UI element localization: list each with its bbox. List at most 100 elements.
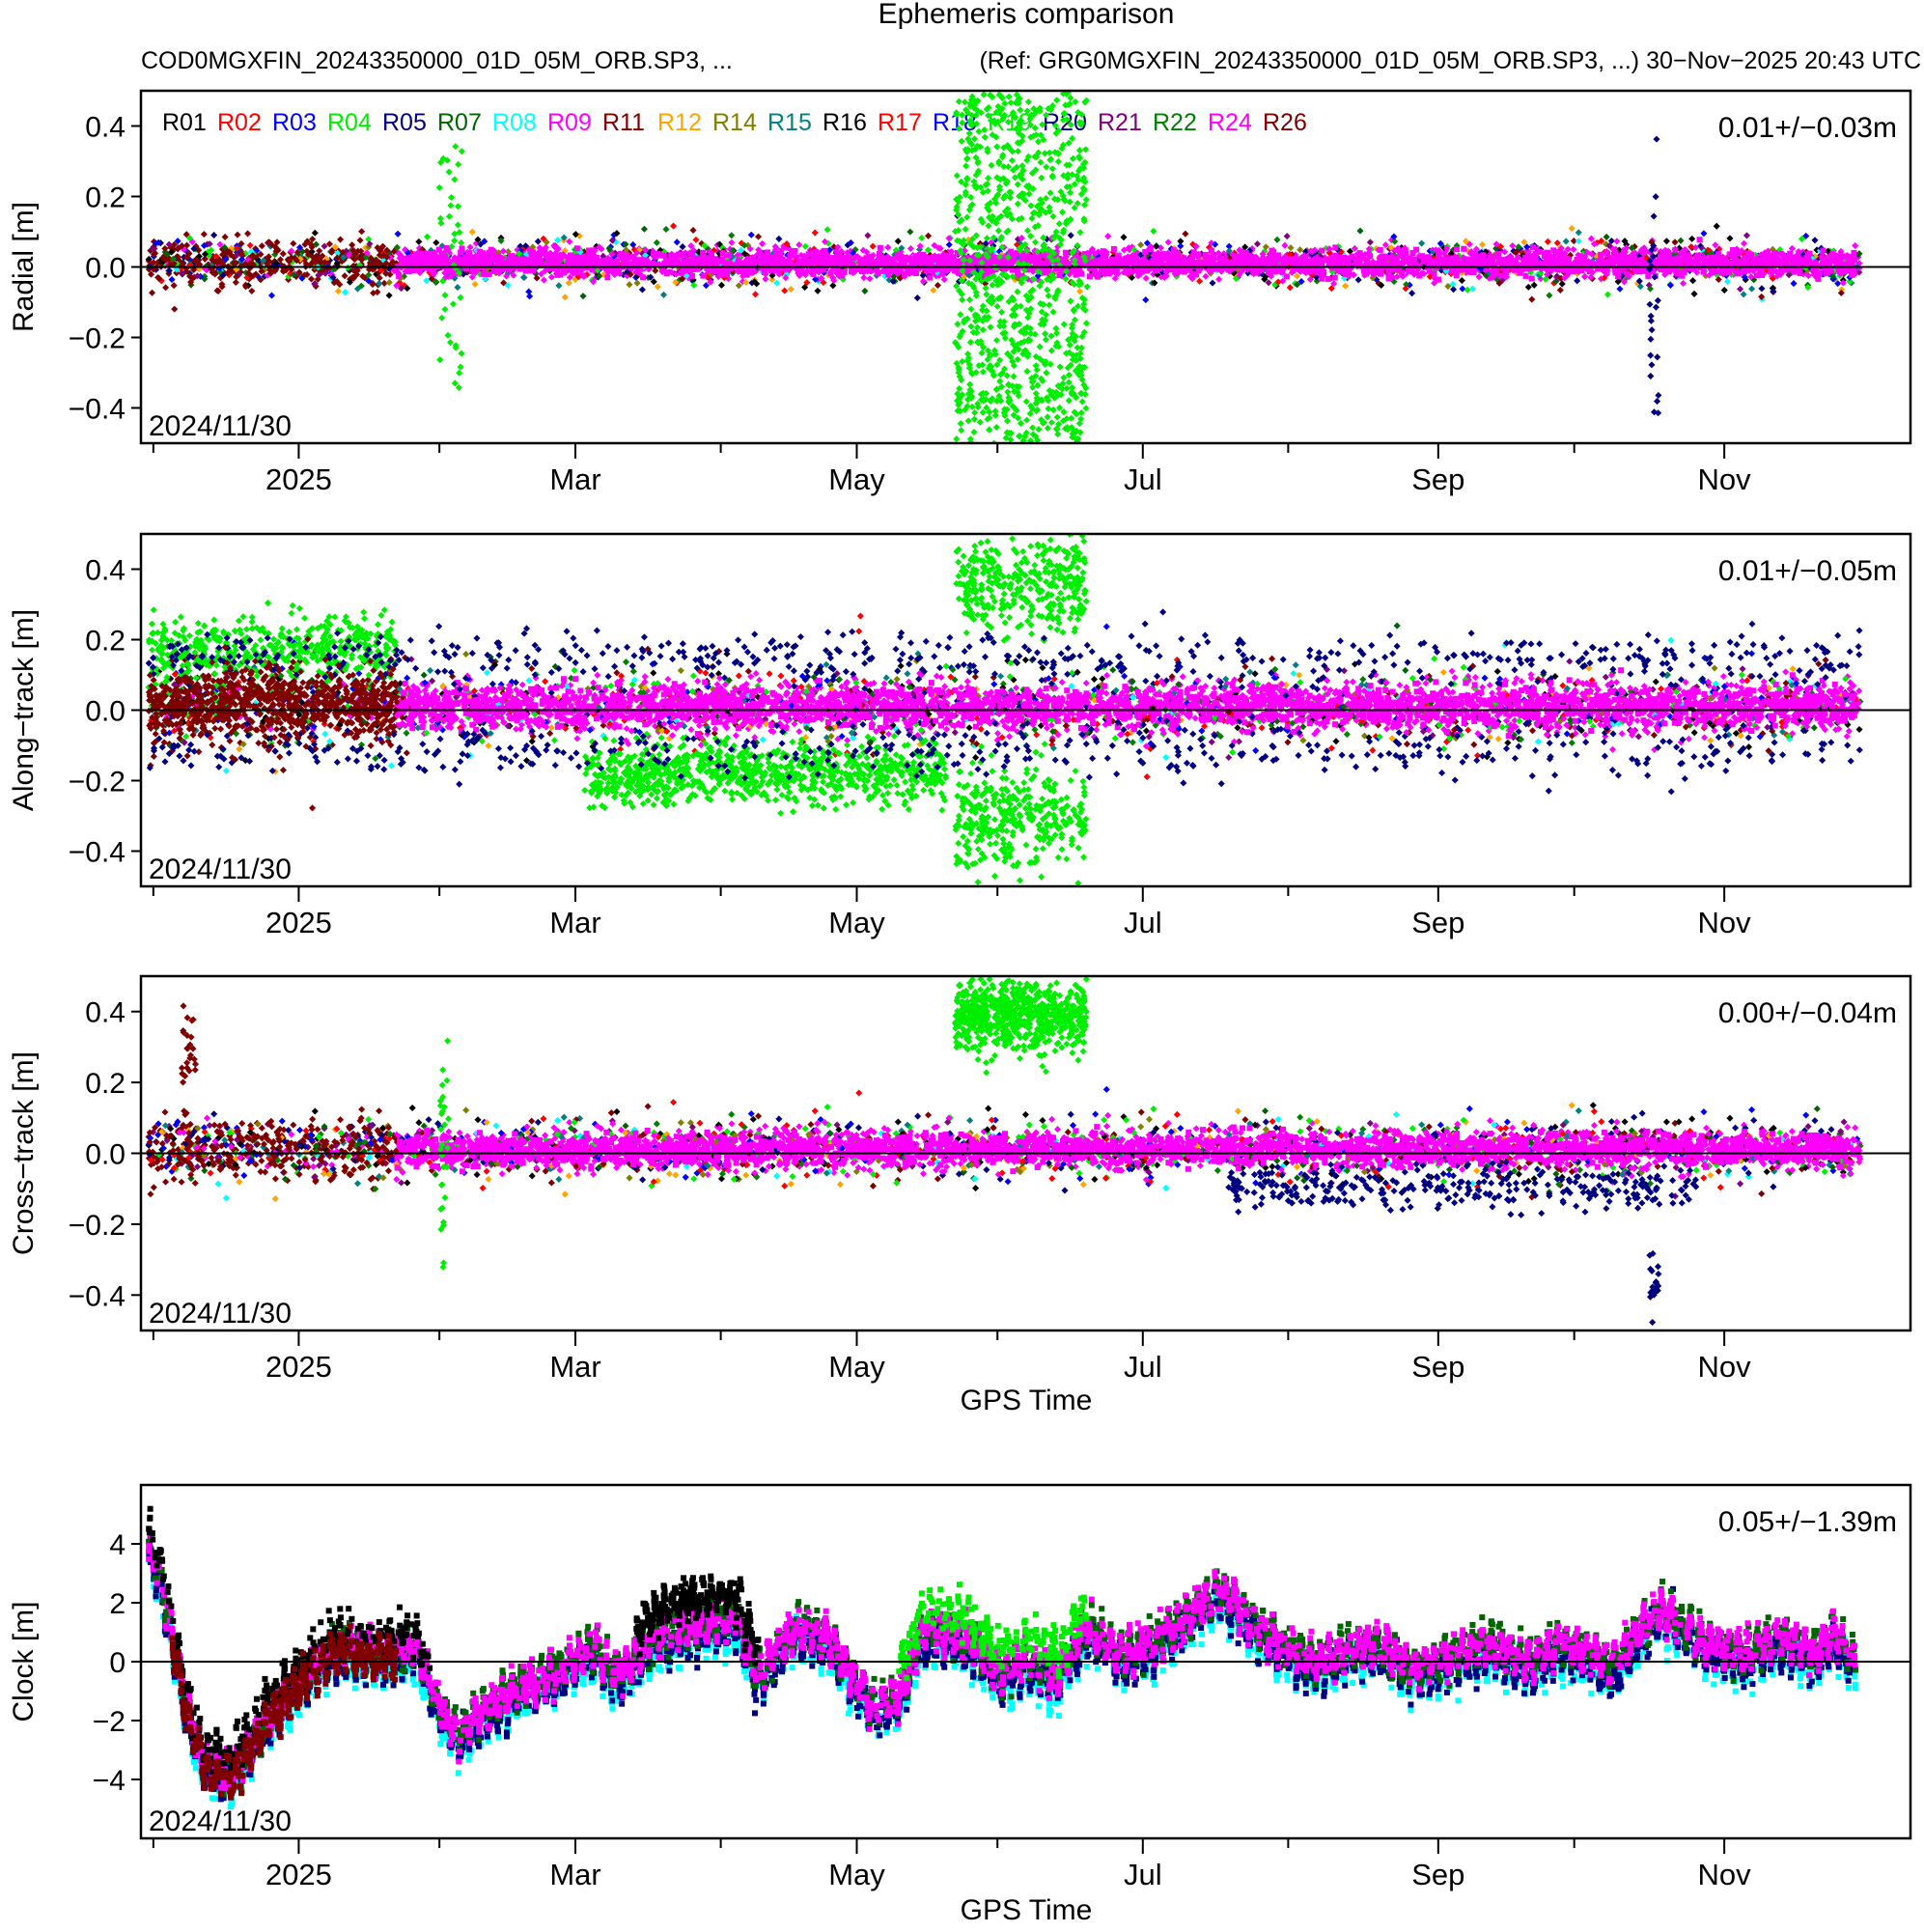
data-point xyxy=(717,281,726,289)
data-point xyxy=(754,233,763,240)
data-point xyxy=(662,225,670,233)
data-point xyxy=(678,269,684,276)
data-point xyxy=(930,287,937,294)
data-point xyxy=(336,281,344,289)
data-point xyxy=(471,280,479,288)
data-point xyxy=(702,282,710,290)
data-point xyxy=(894,238,902,245)
data-point xyxy=(913,294,921,302)
data-point xyxy=(1575,238,1582,245)
data-point xyxy=(1575,229,1582,237)
data-point xyxy=(1459,285,1466,293)
data-point xyxy=(1815,275,1822,282)
data-point xyxy=(945,240,953,248)
data-point xyxy=(1142,248,1149,255)
data-point xyxy=(1743,232,1750,239)
data-point xyxy=(762,275,769,283)
data-point xyxy=(244,230,252,238)
data-point xyxy=(1671,238,1679,246)
data-point xyxy=(168,276,176,284)
data-point xyxy=(728,232,736,239)
data-point xyxy=(836,270,843,277)
data-point xyxy=(1177,242,1185,250)
data-point xyxy=(170,282,178,290)
data-point xyxy=(1689,277,1697,285)
data-point xyxy=(1075,288,1084,295)
data-point xyxy=(1528,275,1535,282)
data-point xyxy=(579,272,586,279)
figure-title: Ephemeris comparison xyxy=(878,0,1175,30)
data-point xyxy=(424,233,432,240)
data-point xyxy=(759,239,767,247)
data-point xyxy=(1104,233,1112,240)
data-point xyxy=(728,238,736,246)
data-point xyxy=(626,281,633,289)
data-point xyxy=(1603,291,1612,298)
data-point xyxy=(1120,234,1128,241)
data-point xyxy=(1319,247,1325,254)
data-point xyxy=(1568,225,1575,233)
data-point xyxy=(869,242,877,250)
data-point xyxy=(659,291,668,298)
series-legend: R01 R02 R03 R04 R05 R07 R08 R09 R11 R12 R14 R15 R16 R… xyxy=(162,109,1307,136)
data-point xyxy=(827,270,834,277)
data-point xyxy=(1811,237,1819,244)
data-point xyxy=(536,244,544,252)
data-point xyxy=(1142,274,1150,282)
data-point xyxy=(1530,281,1538,289)
data-point xyxy=(1182,230,1189,238)
data-point xyxy=(1281,241,1289,249)
data-point xyxy=(1813,269,1820,276)
data-point xyxy=(640,225,648,233)
legend-entry-r09: R09 xyxy=(547,109,592,136)
legend-entry-r01: R01 xyxy=(162,109,207,136)
data-point xyxy=(564,254,571,261)
data-point xyxy=(719,250,726,257)
data-point xyxy=(650,278,657,286)
data-point xyxy=(365,236,373,243)
data-point xyxy=(1150,227,1157,235)
data-point xyxy=(1366,238,1374,246)
data-point xyxy=(864,232,872,239)
subtitle-right: (Ref: GRG0MGXFIN_20243350000_01D_05M_ORB… xyxy=(979,47,1921,74)
data-point xyxy=(443,244,450,251)
data-point xyxy=(1253,240,1261,248)
data-point xyxy=(1690,290,1698,297)
data-point xyxy=(640,274,647,281)
legend-entry-r14: R14 xyxy=(712,109,757,136)
data-point xyxy=(1528,295,1536,303)
data-point xyxy=(801,284,809,292)
data-point xyxy=(1562,238,1570,245)
data-point xyxy=(1286,284,1294,292)
data-point xyxy=(1458,276,1465,285)
data-point xyxy=(566,273,573,281)
data-point xyxy=(823,226,831,234)
legend-entry-r15: R15 xyxy=(767,109,812,136)
legend-entry-r22: R22 xyxy=(1153,109,1197,136)
data-point xyxy=(1461,245,1467,252)
data-point xyxy=(1067,232,1074,239)
data-point xyxy=(801,242,809,250)
data-point xyxy=(328,248,336,256)
data-point xyxy=(1558,280,1566,288)
data-point xyxy=(267,292,276,299)
data-point xyxy=(1342,282,1350,290)
data-point xyxy=(1624,270,1631,277)
data-point xyxy=(566,238,573,245)
legend-entry-r24: R24 xyxy=(1208,109,1252,136)
legend-entry-r07: R07 xyxy=(437,109,482,136)
legend-entry-r11: R11 xyxy=(602,109,645,136)
data-point xyxy=(654,283,661,291)
data-point xyxy=(1724,278,1732,286)
data-point xyxy=(633,279,641,287)
data-point xyxy=(210,231,218,239)
data-point xyxy=(906,228,914,236)
data-point xyxy=(234,231,241,238)
data-point xyxy=(1418,239,1426,247)
data-point xyxy=(1215,275,1223,283)
data-point xyxy=(902,271,908,278)
data-point xyxy=(860,274,868,282)
data-point xyxy=(814,287,822,294)
data-point xyxy=(312,240,321,248)
